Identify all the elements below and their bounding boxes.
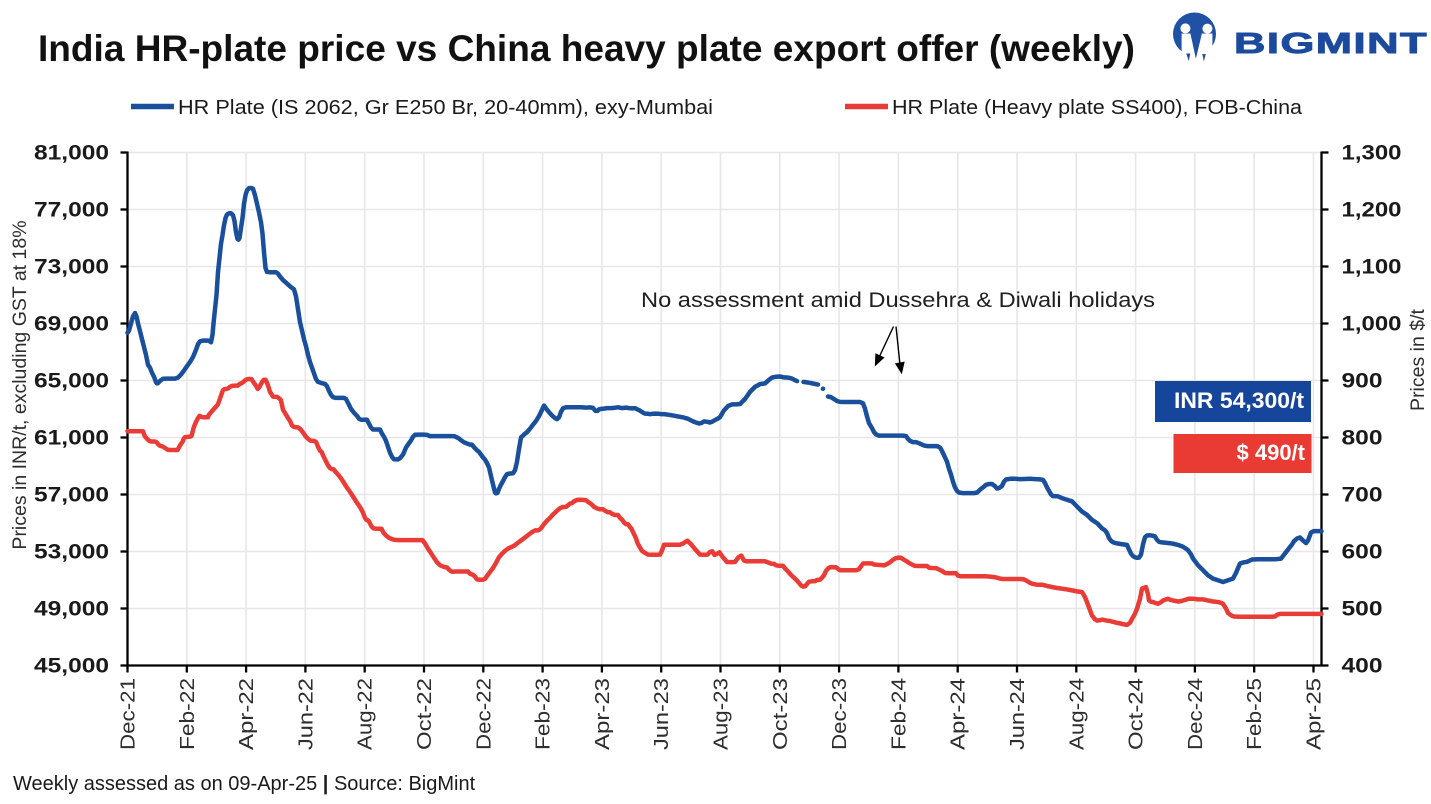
svg-text:49,000: 49,000 (34, 596, 109, 620)
svg-text:Dec-23: Dec-23 (829, 678, 851, 750)
svg-text:Feb-25: Feb-25 (1244, 678, 1266, 750)
svg-text:600: 600 (1342, 539, 1383, 563)
svg-text:Apr-22: Apr-22 (236, 678, 258, 750)
svg-text:Jun-22: Jun-22 (295, 678, 317, 750)
svg-text:Prices in INR/t, excluding GST: Prices in INR/t, excluding GST at 18% (9, 220, 31, 549)
svg-text:81,000: 81,000 (34, 140, 109, 164)
svg-text:73,000: 73,000 (34, 254, 109, 278)
svg-text:1,300: 1,300 (1342, 140, 1402, 164)
svg-text:1,200: 1,200 (1342, 197, 1402, 221)
svg-text:65,000: 65,000 (34, 368, 109, 392)
svg-text:Aug-24: Aug-24 (1066, 678, 1088, 750)
svg-text:45,000: 45,000 (34, 653, 109, 677)
svg-text:Dec-22: Dec-22 (473, 678, 495, 750)
svg-text:INR 54,300/t: INR 54,300/t (1174, 388, 1305, 413)
svg-text:HR Plate (Heavy plate SS400),: HR Plate (Heavy plate SS400), FOB-China (892, 97, 1303, 119)
svg-text:No assessment amid Dussehra &: No assessment amid Dussehra & Diwali hol… (641, 288, 1155, 312)
svg-text:Jun-23: Jun-23 (651, 678, 673, 750)
svg-text:Jun-24: Jun-24 (1007, 678, 1029, 750)
svg-text:Aug-23: Aug-23 (711, 678, 733, 750)
svg-text:Dec-24: Dec-24 (1185, 678, 1207, 750)
svg-text:700: 700 (1342, 482, 1383, 506)
svg-text:800: 800 (1342, 425, 1383, 449)
svg-text:Prices in $/t: Prices in $/t (1407, 308, 1429, 410)
svg-text:Apr-25: Apr-25 (1304, 678, 1326, 750)
svg-text:Feb-24: Feb-24 (888, 678, 910, 750)
svg-text:500: 500 (1342, 596, 1383, 620)
svg-text:Aug-22: Aug-22 (355, 678, 377, 750)
svg-text:BIGMINT: BIGMINT (1234, 27, 1428, 59)
svg-text:57,000: 57,000 (34, 482, 109, 506)
svg-text:Weekly assessed as on 09-Apr-2: Weekly assessed as on 09-Apr-25 | Source… (13, 773, 476, 795)
svg-text:HR Plate (IS 2062, Gr E250 Br,: HR Plate (IS 2062, Gr E250 Br, 20-40mm),… (178, 97, 713, 119)
svg-text:Oct-23: Oct-23 (770, 678, 792, 750)
svg-text:India HR-plate price vs China: India HR-plate price vs China heavy plat… (38, 28, 1135, 69)
svg-text:Dec-21: Dec-21 (118, 678, 140, 750)
svg-text:Feb-22: Feb-22 (177, 678, 199, 750)
svg-text:Oct-24: Oct-24 (1126, 678, 1148, 750)
svg-text:900: 900 (1342, 368, 1383, 392)
svg-text:Feb-23: Feb-23 (533, 678, 555, 750)
svg-text:53,000: 53,000 (34, 539, 109, 563)
svg-text:77,000: 77,000 (34, 197, 109, 221)
svg-text:1,000: 1,000 (1342, 311, 1402, 335)
svg-text:61,000: 61,000 (34, 425, 109, 449)
svg-text:400: 400 (1342, 653, 1383, 677)
svg-text:Oct-22: Oct-22 (414, 678, 436, 750)
svg-text:Apr-24: Apr-24 (948, 678, 970, 750)
svg-text:$ 490/t: $ 490/t (1237, 440, 1306, 465)
svg-text:Apr-23: Apr-23 (592, 678, 614, 750)
svg-text:1,100: 1,100 (1342, 254, 1402, 278)
svg-text:69,000: 69,000 (34, 311, 109, 335)
